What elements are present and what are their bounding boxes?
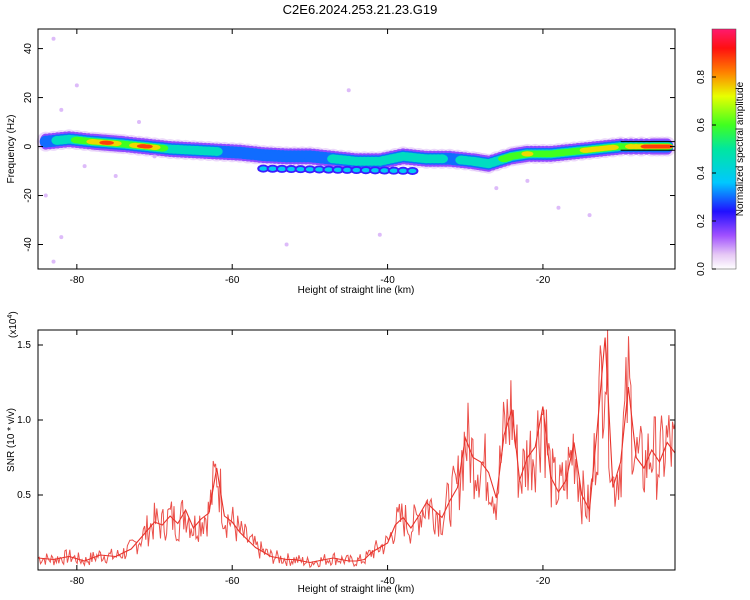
heat-speckle bbox=[284, 242, 289, 247]
x-tick-label: -60 bbox=[225, 275, 240, 286]
heat-branch-blob bbox=[324, 167, 333, 172]
heat-speckle bbox=[346, 88, 351, 93]
heat-branch-blob bbox=[296, 166, 305, 172]
x-tick-label: -20 bbox=[536, 576, 551, 587]
heat-branch-blob bbox=[287, 166, 296, 172]
colorbar-tick-label: 0.0 bbox=[696, 262, 707, 276]
heat-speckle bbox=[136, 120, 141, 125]
y-tick-label: 20 bbox=[23, 92, 34, 104]
heat-branch-blob bbox=[399, 168, 408, 173]
snr-scale-label: (x104) bbox=[7, 311, 19, 338]
y-tick-label: -40 bbox=[23, 237, 34, 252]
snr-scale-exponent: 4 bbox=[7, 315, 14, 319]
y-tick-label: 0.5 bbox=[17, 490, 31, 501]
heat-speckle bbox=[113, 173, 118, 178]
heat-branch-blob bbox=[408, 168, 417, 174]
heat-blob bbox=[101, 140, 114, 145]
y-tick-label: 40 bbox=[23, 43, 34, 55]
heat-blob bbox=[435, 154, 448, 164]
y-tick-label: 0 bbox=[23, 143, 34, 149]
heat-speckle bbox=[74, 83, 79, 88]
snr-frame bbox=[37, 329, 676, 571]
colorbar-tick-label: 0.6 bbox=[696, 118, 707, 132]
snr-ylabel: SNR (10 * v/v) bbox=[6, 408, 17, 472]
heat-branch-blob bbox=[371, 168, 380, 173]
heat-speckle bbox=[51, 36, 56, 41]
spectrogram-xlabel: Height of straight line (km) bbox=[298, 285, 415, 296]
colorbar-tick-label: 0.8 bbox=[696, 70, 707, 84]
heat-blob bbox=[521, 151, 534, 157]
heat-speckle bbox=[152, 154, 157, 159]
snr-x-axis: -80 -60 -40 -20 bbox=[70, 330, 551, 587]
colorbar-gradient bbox=[711, 28, 737, 270]
spectrogram-frame bbox=[37, 28, 676, 270]
snr-xlabel: Height of straight line (km) bbox=[298, 584, 415, 595]
heat-speckle bbox=[587, 213, 592, 218]
heat-speckle bbox=[82, 164, 87, 169]
heat-branch-blob bbox=[259, 166, 268, 171]
heat-blob bbox=[210, 146, 223, 156]
heat-blob bbox=[140, 144, 153, 149]
snr-y-axis: 0.5 1.0 1.5 bbox=[17, 340, 675, 501]
spectrogram-panel: -80 -60 -40 -20 -40 -20 0 20 40 Height of strai… bbox=[6, 28, 677, 296]
heat-branch-blob bbox=[333, 167, 342, 172]
heat-speckle bbox=[525, 178, 530, 183]
heat-speckle bbox=[494, 186, 499, 191]
heat-branch-blob bbox=[380, 168, 389, 173]
heat-blob bbox=[661, 144, 674, 149]
spectrogram-y-axis: -40 -20 0 20 40 bbox=[23, 43, 675, 252]
snr-noise-trace bbox=[37, 329, 676, 569]
snr-series-line bbox=[37, 337, 676, 564]
snr-line-layer bbox=[37, 329, 676, 569]
x-tick-label: -80 bbox=[70, 576, 85, 587]
heat-branch-blob bbox=[268, 166, 277, 171]
heat-speckle bbox=[377, 232, 382, 237]
x-tick-label: -80 bbox=[70, 275, 85, 286]
colorbar: 0.0 0.2 0.4 0.6 0.8 Normalized spectral ampl… bbox=[696, 28, 746, 276]
colorbar-tick-label: 0.2 bbox=[696, 214, 707, 228]
x-tick-label: -40 bbox=[380, 576, 395, 587]
heat-branch-blob bbox=[305, 167, 314, 172]
heat-blob bbox=[606, 144, 619, 150]
heat-speckle bbox=[43, 193, 48, 198]
heat-branch-blob bbox=[315, 167, 324, 172]
snr-panel: -80 -60 -40 -20 0.5 1.0 1.5 Height of straigh… bbox=[6, 311, 676, 595]
svg-text:(x104): (x104) bbox=[7, 311, 19, 338]
y-tick-label: 1.5 bbox=[17, 340, 31, 351]
colorbar-tick-label: 0.4 bbox=[696, 166, 707, 180]
heat-branch-blob bbox=[361, 168, 370, 173]
heat-branch-blob bbox=[352, 167, 361, 173]
x-tick-label: -40 bbox=[380, 275, 395, 286]
spectrogram-x-axis: -80 -60 -40 -20 bbox=[70, 29, 551, 286]
y-tick-label: -20 bbox=[23, 188, 34, 203]
spectrogram-ylabel: Frequency (Hz) bbox=[6, 115, 17, 184]
heatmap-layer bbox=[36, 36, 677, 264]
heat-speckle bbox=[59, 235, 64, 240]
x-tick-label: -60 bbox=[225, 576, 240, 587]
heat-branch-blob bbox=[343, 167, 352, 173]
figure-title: C2E6.2024.253.21.23.G19 bbox=[283, 2, 438, 17]
snr-background bbox=[38, 330, 675, 570]
heat-speckle bbox=[51, 259, 56, 264]
y-tick-label: 1.0 bbox=[17, 415, 31, 426]
heat-branch-blob bbox=[277, 166, 286, 172]
colorbar-label: Normalized spectral amplitude bbox=[735, 81, 746, 216]
snr-scale-prefix: (x10 bbox=[8, 318, 19, 338]
x-tick-label: -20 bbox=[536, 275, 551, 286]
colorbar-ticks: 0.0 0.2 0.4 0.6 0.8 bbox=[696, 70, 716, 276]
heat-speckle bbox=[556, 205, 561, 210]
heat-branch-blob bbox=[389, 168, 398, 173]
heat-speckle bbox=[59, 107, 64, 112]
